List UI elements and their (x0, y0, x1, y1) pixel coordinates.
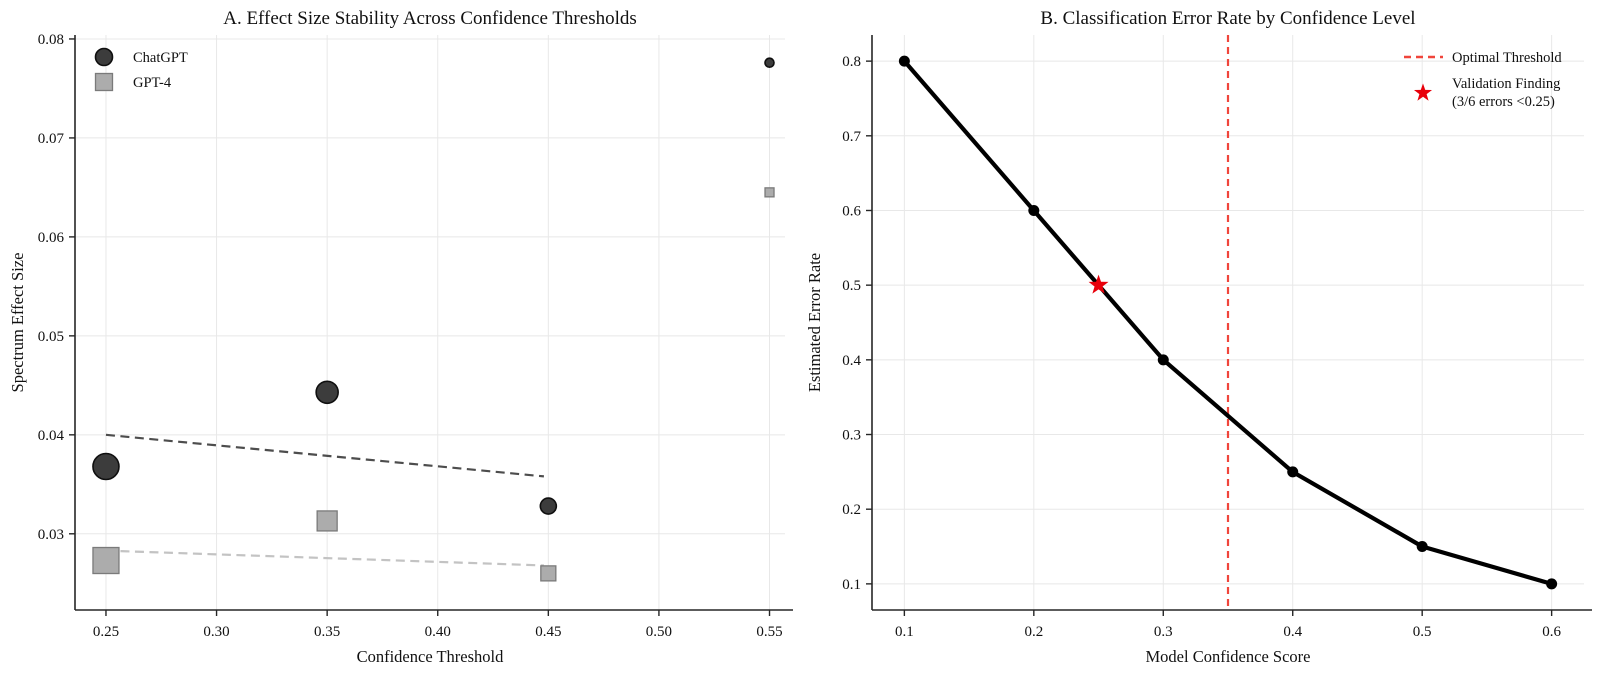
panel-b-legend: Optimal Threshold Validation Finding (3/6 … (1404, 50, 1562, 110)
panel-title: B. Classification Error Rate by Confiden… (1040, 8, 1415, 29)
y-tick-label: 0.1 (842, 577, 861, 593)
legend-label: Optimal Threshold (1452, 50, 1562, 66)
y-axis-label: Estimated Error Rate (805, 253, 824, 392)
legend-circle-marker (94, 47, 114, 67)
data-point (898, 55, 910, 67)
panel-a-chart: 0.25 0.30 0.35 0.40 0.45 0.50 0.55 0.03 0.04 0.05… (8, 8, 793, 666)
y-tick-label: 0.06 (38, 230, 65, 246)
y-tick-label: 0.7 (842, 129, 861, 145)
x-axis-label: Confidence Threshold (357, 647, 505, 666)
x-tick-label: 0.5 (1413, 624, 1432, 640)
y-tick-label: 0.08 (38, 32, 64, 48)
data-point (1028, 204, 1040, 216)
panel-b-chart: 0.1 0.2 0.3 0.4 0.5 0.6 0.1 0.2 0.3 0.4 0.5 0.6 0.7 0… (805, 8, 1592, 666)
data-point (1416, 541, 1428, 553)
data-point-chatgpt (315, 380, 339, 405)
data-point-gpt-4 (764, 187, 775, 198)
data-point (1546, 578, 1558, 590)
legend-star-marker (1413, 83, 1433, 101)
y-tick-label: 0.05 (38, 329, 64, 345)
data-point-chatgpt (92, 452, 120, 481)
x-tick-label: 0.3 (1154, 624, 1173, 640)
trend-line-chatgpt (105, 433, 545, 478)
x-tick-label: 0.50 (646, 624, 672, 640)
error-rate-curve (902, 58, 1554, 587)
y-tick-label: 0.04 (38, 428, 65, 444)
data-point-chatgpt (539, 497, 558, 515)
x-tick-label: 0.1 (895, 624, 914, 640)
data-point-gpt-4 (540, 565, 557, 582)
x-tick-label: 0.30 (203, 624, 229, 640)
legend-label: ChatGPT (133, 50, 188, 66)
x-axis-label: Model Confidence Score (1146, 647, 1311, 666)
panel-title: A. Effect Size Stability Across Confiden… (223, 8, 637, 29)
x-tick-label: 0.6 (1542, 624, 1561, 640)
y-tick-label: 0.07 (38, 131, 65, 147)
x-tick-label: 0.4 (1283, 624, 1302, 640)
legend-label: (3/6 errors <0.25) (1452, 94, 1555, 110)
y-tick-label: 0.4 (842, 353, 861, 369)
y-tick-label: 0.03 (38, 527, 64, 543)
data-point-gpt-4 (316, 510, 338, 532)
y-tick-label: 0.3 (842, 428, 861, 444)
data-point (1157, 354, 1169, 366)
y-tick-label: 0.8 (842, 54, 861, 70)
legend-square-marker (94, 72, 114, 92)
data-point-chatgpt (764, 57, 775, 69)
y-axis-label: Spectrum Effect Size (8, 253, 27, 393)
x-tick-label: 0.55 (756, 624, 782, 640)
x-tick-label: 0.25 (93, 624, 119, 640)
legend-label: GPT-4 (133, 75, 172, 91)
y-tick-label: 0.5 (842, 278, 861, 294)
data-point-gpt-4 (92, 546, 120, 575)
legend-label: Validation Finding (1452, 76, 1560, 92)
panel-a-legend: ChatGPT GPT-4 (94, 47, 188, 92)
x-tick-label: 0.35 (314, 624, 340, 640)
x-tick-label: 0.2 (1024, 624, 1043, 640)
data-point (1287, 466, 1299, 478)
panel-a-gridlines (75, 35, 785, 610)
x-tick-label: 0.45 (535, 624, 561, 640)
validation-star (1088, 274, 1109, 294)
y-tick-label: 0.2 (842, 502, 861, 518)
x-tick-label: 0.40 (425, 624, 451, 640)
trend-line-gpt-4 (105, 549, 544, 567)
y-tick-label: 0.6 (842, 203, 861, 219)
